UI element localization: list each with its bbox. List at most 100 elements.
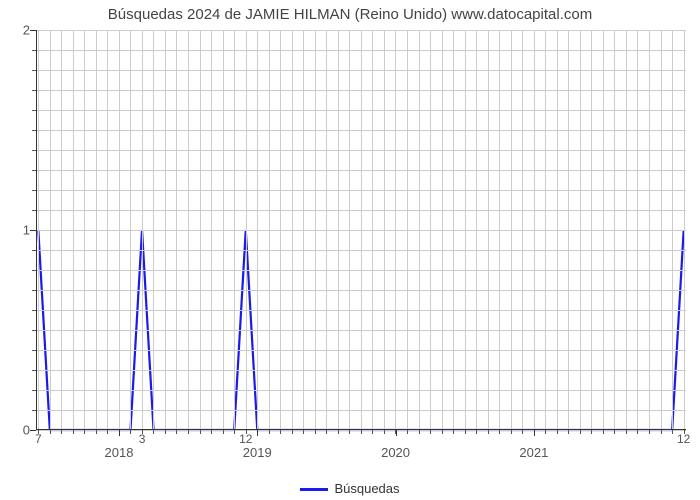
legend-swatch <box>300 488 328 491</box>
xtick-minor <box>511 430 512 434</box>
xtick-minor <box>188 430 189 434</box>
gridline-v <box>649 30 650 430</box>
data-point-label: 3 <box>139 430 146 446</box>
gridline-v <box>384 30 385 430</box>
gridline-v <box>361 30 362 430</box>
ytick-label: 1 <box>23 223 36 238</box>
xtick-minor <box>614 430 615 434</box>
xtick-minor <box>61 430 62 434</box>
xtick-minor <box>637 430 638 434</box>
gridline-v <box>372 30 373 430</box>
gridline-v <box>142 30 143 430</box>
xtick-label: 2020 <box>381 430 410 460</box>
xtick-minor <box>349 430 350 434</box>
gridline-v <box>661 30 662 430</box>
gridline-v <box>614 30 615 430</box>
gridline-v <box>107 30 108 430</box>
xtick-minor <box>234 430 235 434</box>
xtick-minor <box>591 430 592 434</box>
gridline-v <box>234 30 235 430</box>
gridline-v <box>591 30 592 430</box>
x-axis-line <box>36 429 686 430</box>
xtick-minor <box>153 430 154 434</box>
xtick-minor <box>211 430 212 434</box>
gridline-v <box>119 30 120 430</box>
gridline-v <box>338 30 339 430</box>
xtick-minor <box>488 430 489 434</box>
gridline-v <box>326 30 327 430</box>
gridline-v <box>453 30 454 430</box>
gridline-v <box>672 30 673 430</box>
xtick-minor <box>280 430 281 434</box>
gridline-v <box>211 30 212 430</box>
xtick-minor <box>165 430 166 434</box>
xtick-minor <box>50 430 51 434</box>
xtick-minor <box>557 430 558 434</box>
legend-label: Búsquedas <box>334 481 399 496</box>
gridline-v <box>315 30 316 430</box>
xtick-minor <box>672 430 673 434</box>
gridline-v <box>223 30 224 430</box>
xtick-minor <box>73 430 74 434</box>
gridline-v <box>499 30 500 430</box>
gridline-v <box>96 30 97 430</box>
xtick-minor <box>580 430 581 434</box>
gridline-v <box>465 30 466 430</box>
gridline-v <box>188 30 189 430</box>
gridline-v <box>73 30 74 430</box>
chart-container: Búsquedas 2024 de JAMIE HILMAN (Reino Un… <box>0 0 700 500</box>
gridline-v <box>61 30 62 430</box>
plot-area: 0122018201920202021731212 <box>36 30 686 430</box>
gridline-v <box>349 30 350 430</box>
xtick-minor <box>430 430 431 434</box>
xtick-minor <box>453 430 454 434</box>
gridline-v <box>603 30 604 430</box>
gridline-v <box>280 30 281 430</box>
gridline-v <box>488 30 489 430</box>
xtick-minor <box>476 430 477 434</box>
ytick-label: 2 <box>23 23 36 38</box>
xtick-minor <box>419 430 420 434</box>
xtick-label: 2021 <box>519 430 548 460</box>
gridline-v <box>545 30 546 430</box>
gridline-v <box>50 30 51 430</box>
xtick-minor <box>96 430 97 434</box>
xtick-minor <box>223 430 224 434</box>
xtick-minor <box>661 430 662 434</box>
y-axis-line <box>36 30 37 430</box>
xtick-minor <box>338 430 339 434</box>
gridline-v <box>303 30 304 430</box>
xtick-label: 2018 <box>105 430 134 460</box>
gridline-v <box>200 30 201 430</box>
legend: Búsquedas <box>0 481 700 496</box>
gridline-v <box>257 30 258 430</box>
xtick-minor <box>361 430 362 434</box>
gridline-v <box>430 30 431 430</box>
gridline-v <box>153 30 154 430</box>
xtick-minor <box>649 430 650 434</box>
gridline-v <box>626 30 627 430</box>
xtick-minor <box>626 430 627 434</box>
gridline-v <box>557 30 558 430</box>
data-point-label: 12 <box>677 430 690 446</box>
gridline-v <box>534 30 535 430</box>
xtick-minor <box>603 430 604 434</box>
gridline-v <box>130 30 131 430</box>
xtick-minor <box>326 430 327 434</box>
xtick-minor <box>292 430 293 434</box>
gridline-v <box>442 30 443 430</box>
gridline-v <box>580 30 581 430</box>
xtick-minor <box>84 430 85 434</box>
gridline-v <box>522 30 523 430</box>
xtick-minor <box>372 430 373 434</box>
data-point-label: 7 <box>35 430 42 446</box>
gridline-v <box>568 30 569 430</box>
gridline-v <box>165 30 166 430</box>
gridline-v <box>176 30 177 430</box>
gridline-v <box>84 30 85 430</box>
xtick-minor <box>568 430 569 434</box>
gridline-v <box>38 30 39 430</box>
xtick-minor <box>176 430 177 434</box>
gridline-v <box>419 30 420 430</box>
xtick-minor <box>442 430 443 434</box>
